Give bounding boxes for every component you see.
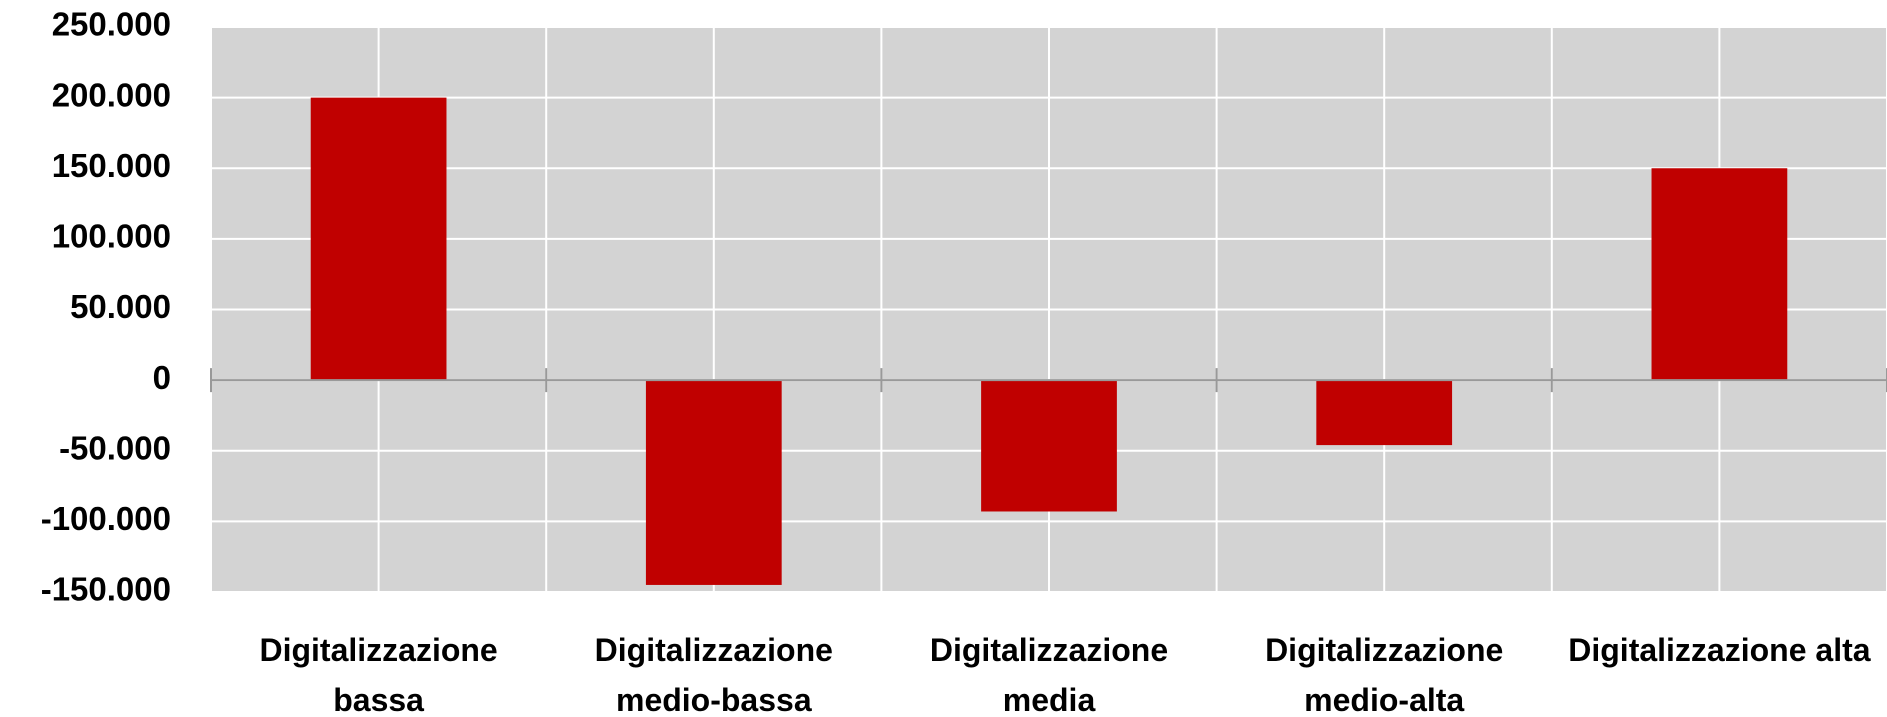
x-tick-label: Digitalizzazione media <box>929 632 1169 717</box>
y-tick-label: -50.000 <box>59 429 171 466</box>
bar <box>310 97 447 381</box>
bar <box>1316 380 1453 446</box>
x-tick-label: Digitalizzazione bassa <box>259 632 498 717</box>
y-tick-label: 250.000 <box>52 6 171 43</box>
x-tick-label: Digitalizzazione medio-bassa <box>594 632 833 717</box>
y-tick-label: 0 <box>153 359 171 396</box>
y-tick-label: 200.000 <box>52 76 171 113</box>
x-tick-label: Digitalizzazione medio-alta <box>1265 632 1504 717</box>
x-tick-label: Digitalizzazione alta <box>1568 632 1871 668</box>
bar <box>1651 168 1788 381</box>
bar <box>981 380 1117 512</box>
y-tick-label: 150.000 <box>52 147 171 184</box>
y-tick-label: -100.000 <box>41 500 171 537</box>
bar <box>645 380 782 585</box>
y-tick-label: 100.000 <box>52 218 171 255</box>
y-tick-label: 50.000 <box>70 288 171 325</box>
y-tick-label: -150.000 <box>41 571 171 608</box>
